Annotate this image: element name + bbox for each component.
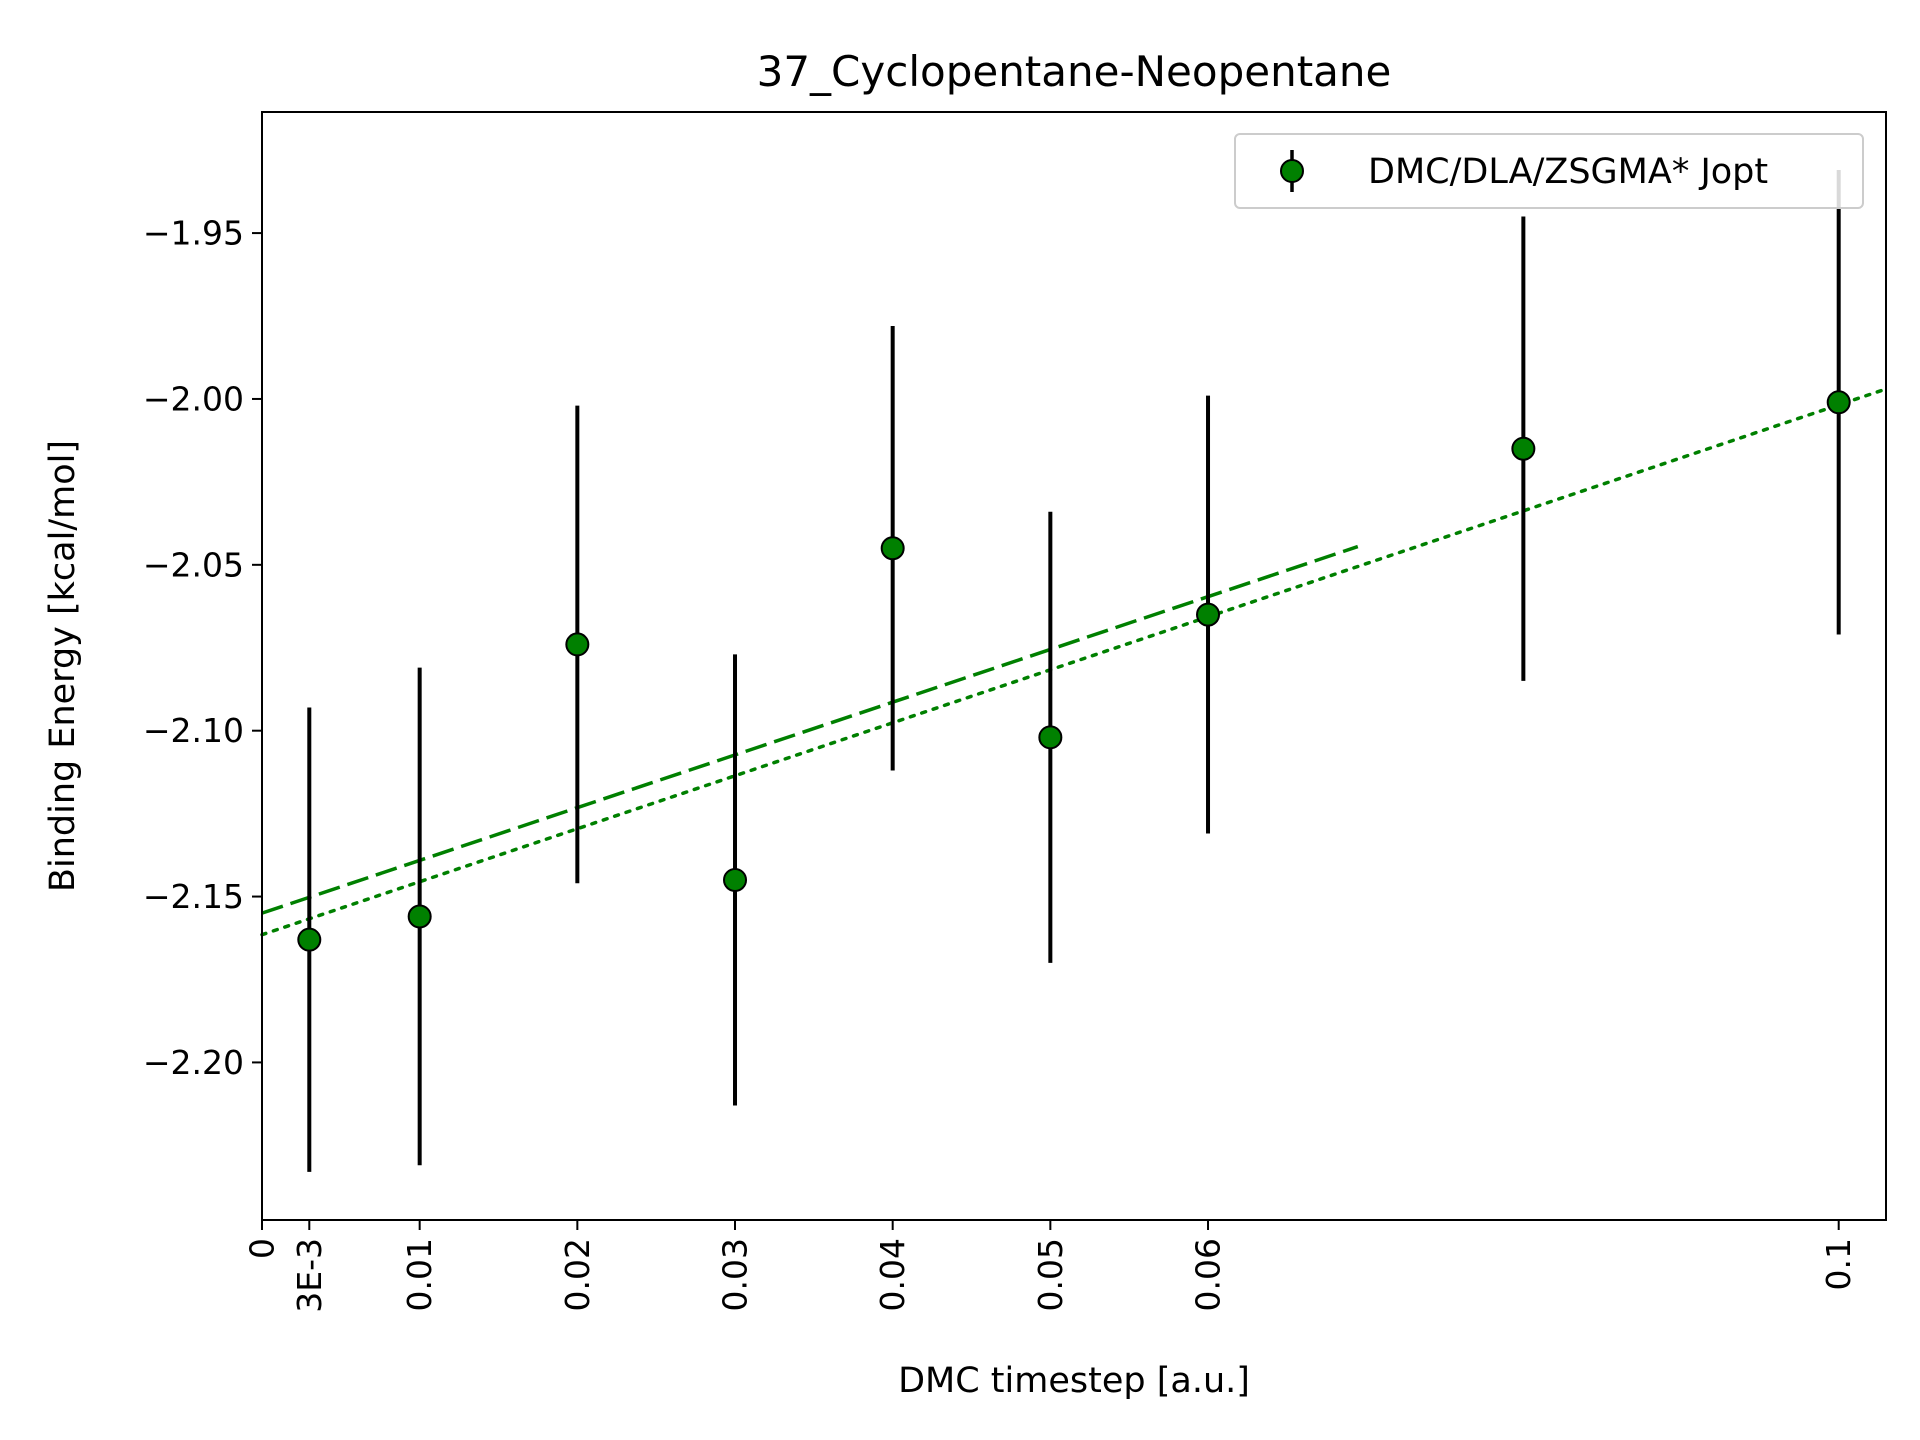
x-tick-label: 0.03: [716, 1238, 755, 1311]
x-tick-label: 0.06: [1189, 1238, 1228, 1311]
plot-frame: [261, 111, 1887, 1221]
chart-title: 37_Cyclopentane-Neopentane: [757, 47, 1392, 96]
legend-marker: [1280, 159, 1304, 183]
data-point: [1196, 602, 1221, 627]
y-tick-label: −2.00: [143, 379, 244, 418]
y-tick-label: −2.15: [143, 877, 244, 916]
data-point: [880, 536, 905, 561]
data-points: [297, 390, 1851, 952]
x-tick-label: 0: [243, 1238, 282, 1259]
data-point: [1826, 390, 1851, 415]
data-point: [1511, 436, 1536, 461]
x-tick-label: 0.01: [400, 1238, 439, 1311]
x-tick-label: 0.1: [1819, 1238, 1858, 1290]
y-axis-label: Binding Energy [kcal/mol]: [43, 440, 83, 892]
data-point: [723, 867, 748, 892]
legend-label: DMC/DLA/ZSGMA* Jopt: [1368, 152, 1768, 192]
y-tick-label: −2.20: [143, 1043, 244, 1082]
y-tick-label: −2.10: [143, 711, 244, 750]
x-axis-ticks: 0 3E-3 0.01 0.02 0.03 0.04 0.05 0.06 0.1: [243, 1220, 1858, 1313]
fit-line-dotted: [260, 387, 1888, 937]
data-point: [297, 927, 322, 952]
x-tick-label: 3E-3: [290, 1238, 329, 1313]
fit-line-dashed: [261, 544, 1359, 915]
data-point: [1038, 725, 1063, 750]
x-axis-label: DMC timestep [a.u.]: [898, 1361, 1250, 1401]
x-tick-label: 0.02: [558, 1238, 597, 1311]
data-point: [565, 632, 590, 657]
fit-lines: [260, 387, 1888, 937]
x-tick-label: 0.04: [873, 1238, 912, 1311]
y-axis-ticks: −1.95 −2.00 −2.05 −2.10 −2.15 −2.20: [143, 214, 262, 1082]
y-tick-label: −1.95: [143, 214, 244, 253]
legend-box: [1234, 133, 1864, 209]
data-point: [407, 904, 432, 929]
x-tick-label: 0.05: [1031, 1238, 1070, 1311]
legend: DMC/DLA/ZSGMA* Jopt: [1234, 133, 1864, 209]
y-tick-label: −2.05: [143, 545, 244, 584]
